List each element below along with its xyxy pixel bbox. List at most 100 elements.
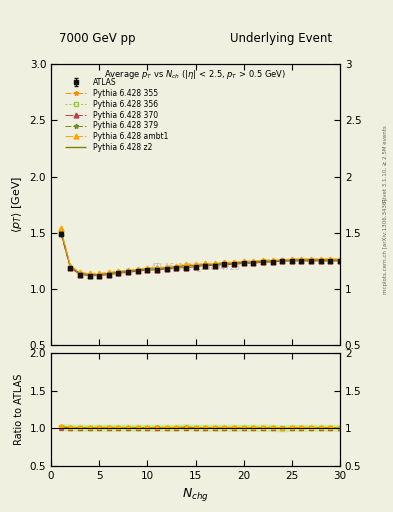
Pythia 6.428 355 [289,257,294,263]
Pythia 6.428 355 [174,264,179,270]
Pythia 6.428 z2 [318,257,323,263]
Pythia 6.428 356 [116,270,121,276]
Pythia 6.428 355 [241,259,246,265]
Pythia 6.428 ambt1 [251,258,256,264]
Pythia 6.428 379 [174,264,179,270]
Pythia 6.428 356 [184,265,188,271]
Pythia 6.428 356 [136,268,140,274]
Pythia 6.428 356 [270,259,275,265]
Pythia 6.428 356 [203,263,208,269]
Pythia 6.428 z2 [328,257,333,263]
Pythia 6.428 370 [193,264,198,270]
Pythia 6.428 370 [241,260,246,266]
Pythia 6.428 356 [251,260,256,266]
Pythia 6.428 ambt1 [338,255,342,262]
Pythia 6.428 ambt1 [107,269,111,275]
Pythia 6.428 356 [222,261,227,267]
Pythia 6.428 ambt1 [232,259,237,265]
Pythia 6.428 370 [136,268,140,274]
Pythia 6.428 379 [193,263,198,269]
Pythia 6.428 370 [145,267,150,273]
Pythia 6.428 z2 [280,258,285,264]
Line: Pythia 6.428 355: Pythia 6.428 355 [58,228,342,277]
Line: Pythia 6.428 z2: Pythia 6.428 z2 [61,230,340,274]
Pythia 6.428 ambt1 [136,266,140,272]
Pythia 6.428 z2 [213,261,217,267]
Pythia 6.428 379 [97,271,102,278]
Line: Pythia 6.428 356: Pythia 6.428 356 [58,229,342,278]
Pythia 6.428 355 [126,268,130,274]
Pythia 6.428 ambt1 [289,255,294,262]
Pythia 6.428 355 [87,271,92,278]
Pythia 6.428 356 [107,271,111,278]
Pythia 6.428 356 [318,258,323,264]
Pythia 6.428 ambt1 [155,265,160,271]
Pythia 6.428 379 [232,260,237,266]
Pythia 6.428 ambt1 [68,263,73,269]
Pythia 6.428 379 [203,261,208,267]
Pythia 6.428 z2 [164,265,169,271]
Pythia 6.428 ambt1 [309,255,314,262]
Text: mcplots.cern.ch [arXiv:1306.3436]: mcplots.cern.ch [arXiv:1306.3436] [383,198,388,293]
Pythia 6.428 355 [232,260,237,266]
Pythia 6.428 356 [68,265,73,271]
Pythia 6.428 356 [145,267,150,273]
Pythia 6.428 355 [107,270,111,276]
Pythia 6.428 ambt1 [213,260,217,266]
Pythia 6.428 ambt1 [280,257,285,263]
Pythia 6.428 370 [213,263,217,269]
Pythia 6.428 370 [289,258,294,264]
Pythia 6.428 355 [261,258,265,264]
Pythia 6.428 z2 [116,269,121,275]
Pythia 6.428 379 [318,257,323,263]
Pythia 6.428 ambt1 [299,255,304,262]
Pythia 6.428 370 [251,260,256,266]
Pythia 6.428 370 [203,263,208,269]
Pythia 6.428 ambt1 [145,265,150,271]
Pythia 6.428 379 [136,267,140,273]
Pythia 6.428 370 [318,258,323,264]
Pythia 6.428 355 [97,271,102,278]
Pythia 6.428 370 [59,230,63,236]
Pythia 6.428 379 [107,270,111,276]
Line: Pythia 6.428 379: Pythia 6.428 379 [58,228,342,277]
Pythia 6.428 379 [59,227,63,233]
Pythia 6.428 370 [232,261,237,267]
Pythia 6.428 ambt1 [184,261,188,267]
X-axis label: $N_{chg}$: $N_{chg}$ [182,486,209,503]
Pythia 6.428 ambt1 [59,225,63,231]
Pythia 6.428 379 [241,259,246,265]
Pythia 6.428 355 [145,266,150,272]
Pythia 6.428 379 [309,257,314,263]
Pythia 6.428 355 [116,269,121,275]
Pythia 6.428 ambt1 [87,270,92,276]
Pythia 6.428 z2 [222,260,227,266]
Pythia 6.428 379 [155,265,160,271]
Text: Underlying Event: Underlying Event [230,32,332,45]
Pythia 6.428 z2 [270,258,275,264]
Pythia 6.428 ambt1 [241,258,246,264]
Pythia 6.428 379 [328,257,333,263]
Pythia 6.428 355 [328,257,333,263]
Pythia 6.428 370 [87,272,92,279]
Text: ATLAS_2010_S8894728: ATLAS_2010_S8894728 [151,262,241,271]
Pythia 6.428 z2 [184,263,188,269]
Pythia 6.428 370 [126,269,130,275]
Pythia 6.428 355 [222,260,227,266]
Pythia 6.428 ambt1 [328,255,333,262]
Pythia 6.428 z2 [87,271,92,278]
Pythia 6.428 355 [270,258,275,264]
Pythia 6.428 356 [309,258,314,264]
Text: Average $p_T$ vs $N_{ch}$ ($|\eta|$ < 2.5, $p_T$ > 0.5 GeV): Average $p_T$ vs $N_{ch}$ ($|\eta|$ < 2.… [105,68,286,81]
Pythia 6.428 356 [78,271,83,278]
Pythia 6.428 356 [126,269,130,275]
Pythia 6.428 355 [136,267,140,273]
Pythia 6.428 379 [222,260,227,266]
Pythia 6.428 ambt1 [126,267,130,273]
Pythia 6.428 356 [87,272,92,279]
Pythia 6.428 379 [164,265,169,271]
Pythia 6.428 379 [251,259,256,265]
Pythia 6.428 379 [126,268,130,274]
Pythia 6.428 355 [299,257,304,263]
Pythia 6.428 ambt1 [318,255,323,262]
